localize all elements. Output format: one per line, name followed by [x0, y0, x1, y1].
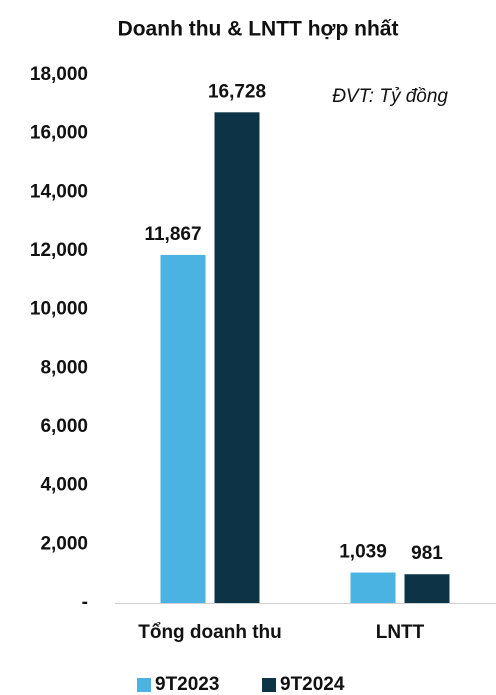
bar	[214, 112, 260, 603]
chart-title: Doanh thu & LNTT hợp nhất	[118, 18, 399, 41]
y-tick-label: 12,000	[30, 240, 88, 261]
value-label: 1,039	[339, 542, 387, 563]
bar	[404, 574, 450, 603]
y-tick-label: 4,000	[40, 475, 88, 496]
y-tick-label: 6,000	[40, 416, 88, 437]
value-label: 16,728	[208, 81, 266, 102]
y-tick-label: 8,000	[40, 357, 88, 378]
bar	[350, 572, 396, 603]
y-tick-label: 14,000	[30, 181, 88, 202]
value-label: 981	[411, 543, 443, 564]
legend-swatch	[262, 678, 276, 692]
y-tick-label: 18,000	[30, 64, 88, 85]
x-tick-label: Tổng doanh thu	[138, 622, 282, 643]
y-tick-label: 2,000	[40, 533, 88, 554]
legend-swatch	[137, 678, 151, 692]
unit-note: ĐVT: Tỷ đồng	[332, 86, 448, 107]
y-tick-label: -	[82, 592, 88, 613]
x-tick-label: LNTT	[376, 622, 425, 643]
value-label: 11,867	[144, 224, 201, 245]
y-tick-label: 16,000	[30, 123, 88, 144]
legend-label: 9T2023	[155, 674, 219, 695]
y-tick-label: 10,000	[30, 299, 88, 320]
bar	[160, 254, 206, 603]
legend-label: 9T2024	[280, 674, 345, 695]
